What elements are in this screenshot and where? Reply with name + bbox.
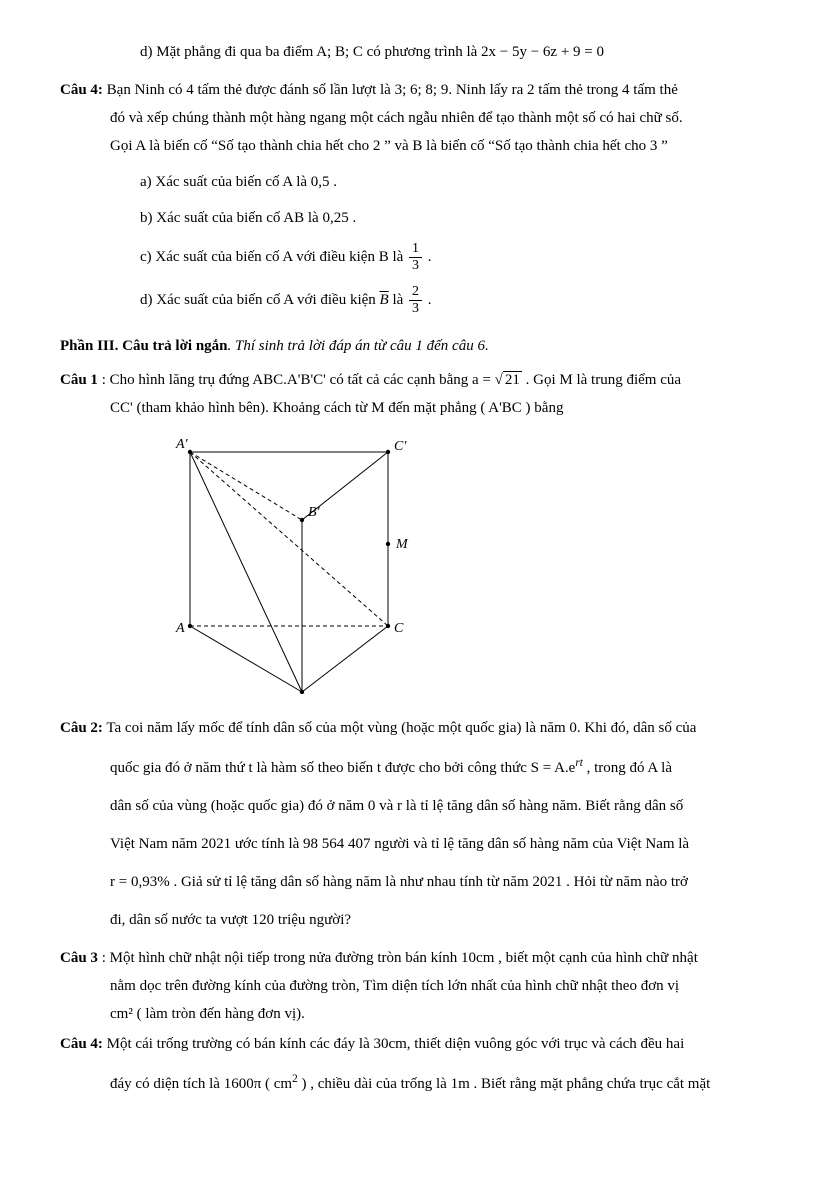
svg-text:M: M xyxy=(395,537,409,552)
l2sup: rt xyxy=(575,757,583,769)
text1a: : Cho hình lăng trụ đứng ABC.A'B'C' có t… xyxy=(102,372,495,388)
text1b: . Gọi M là trung điểm của xyxy=(522,372,681,388)
numerator: 2 xyxy=(409,285,422,301)
l5: r = 0,93% . Giả sử tỉ lệ tăng dân số hàn… xyxy=(110,870,773,894)
label: Câu 3 xyxy=(60,950,98,966)
l6: đi, dân số nước ta vượt 120 triệu người? xyxy=(110,908,773,932)
line1: Bạn Ninh có 4 tấm thẻ được đánh số lần l… xyxy=(107,82,678,98)
p3-cau1: Câu 1 : Cho hình lăng trụ đứng ABC.A'B'C… xyxy=(60,368,773,420)
label: Câu 4: xyxy=(60,1036,103,1052)
svg-text:A': A' xyxy=(175,437,189,452)
text: b) Xác suất của biến cố AB là 0,25 . xyxy=(140,210,356,226)
l2: nằm dọc trên đường kính của đường tròn, … xyxy=(110,974,773,998)
label: Câu 4: xyxy=(60,82,103,98)
b-bar: B xyxy=(380,292,389,308)
denominator: 3 xyxy=(409,258,422,273)
text: d) Mặt phẳng đi qua ba điểm A; B; C có p… xyxy=(140,44,604,60)
p3-cau2: Câu 2: Ta coi năm lấy mốc để tính dân số… xyxy=(60,716,773,932)
text2: CC' (tham khảo hình bên). Khoảng cách từ… xyxy=(110,396,773,420)
l1: Ta coi năm lấy mốc để tính dân số của mộ… xyxy=(106,720,696,736)
p3-cau3: Câu 3 : Một hình chữ nhật nội tiếp trong… xyxy=(60,946,773,1026)
l4: Việt Nam năm 2021 ước tính là 98 564 407… xyxy=(110,832,773,856)
subtitle: . Thí sinh trả lời đáp án từ câu 1 đến c… xyxy=(228,338,489,354)
l2b: , trong đó A là xyxy=(583,760,672,776)
svg-text:B': B' xyxy=(308,505,321,520)
fraction: 2 3 xyxy=(409,285,422,316)
item-d: d) Xác suất của biến cố A với điều kiện … xyxy=(140,285,773,316)
label: Câu 2: xyxy=(60,720,103,736)
svg-text:A: A xyxy=(175,621,185,636)
item-c: c) Xác suất của biến cố A với điều kiện … xyxy=(140,242,773,273)
line3: Gọi A là biến cố “Số tạo thành chia hết … xyxy=(110,134,773,158)
prism-svg: A'C'B'MACB xyxy=(170,434,410,694)
p3-cau4: Câu 4: Một cái trống trường có bán kính … xyxy=(60,1032,773,1096)
svg-text:C: C xyxy=(394,621,404,636)
l2b: ) , chiều dài của trống là 1m . Biết rằn… xyxy=(298,1076,711,1092)
l1: : Một hình chữ nhật nội tiếp trong nửa đ… xyxy=(102,950,698,966)
prism-figure: A'C'B'MACB xyxy=(170,434,773,702)
question-cau4-tf: Câu 4: Bạn Ninh có 4 tấm thẻ được đánh s… xyxy=(60,78,773,316)
denominator: 3 xyxy=(409,301,422,316)
numerator: 1 xyxy=(409,242,422,258)
l1: Một cái trống trường có bán kính các đáy… xyxy=(107,1036,685,1052)
text: c) Xác suất của biến cố A với điều kiện … xyxy=(140,249,407,265)
section-3-header: Phần III. Câu trả lời ngắn. Thí sinh trả… xyxy=(60,334,773,358)
l2: đáy có diện tích là 1600π ( cm2 ) , chiề… xyxy=(110,1070,773,1096)
item-b: b) Xác suất của biến cố AB là 0,25 . xyxy=(140,206,773,230)
text-prefix: d) Xác suất của biến cố A với điều kiện xyxy=(140,292,380,308)
svg-text:C': C' xyxy=(394,439,407,454)
sqrt: 21 xyxy=(503,371,522,388)
l3: cm² ( làm tròn đến hàng đơn vị). xyxy=(110,1002,773,1026)
text: a) Xác suất của biến cố A là 0,5 . xyxy=(140,174,337,190)
l2: quốc gia đó ở năm thứ t là hàm số theo b… xyxy=(110,754,773,780)
l2a: quốc gia đó ở năm thứ t là hàm số theo b… xyxy=(110,760,575,776)
title: Phần III. Câu trả lời ngắn xyxy=(60,338,228,354)
line2: đó và xếp chúng thành một hàng ngang một… xyxy=(110,106,773,130)
item-a: a) Xác suất của biến cố A là 0,5 . xyxy=(140,170,773,194)
l2a: đáy có diện tích là 1600π ( cm xyxy=(110,1076,292,1092)
text-mid: là xyxy=(392,292,407,308)
fraction: 1 3 xyxy=(409,242,422,273)
label: Câu 1 xyxy=(60,372,98,388)
l3: dân số của vùng (hoặc quốc gia) đó ở năm… xyxy=(110,794,773,818)
prev-question-item-d: d) Mặt phẳng đi qua ba điểm A; B; C có p… xyxy=(140,40,773,64)
